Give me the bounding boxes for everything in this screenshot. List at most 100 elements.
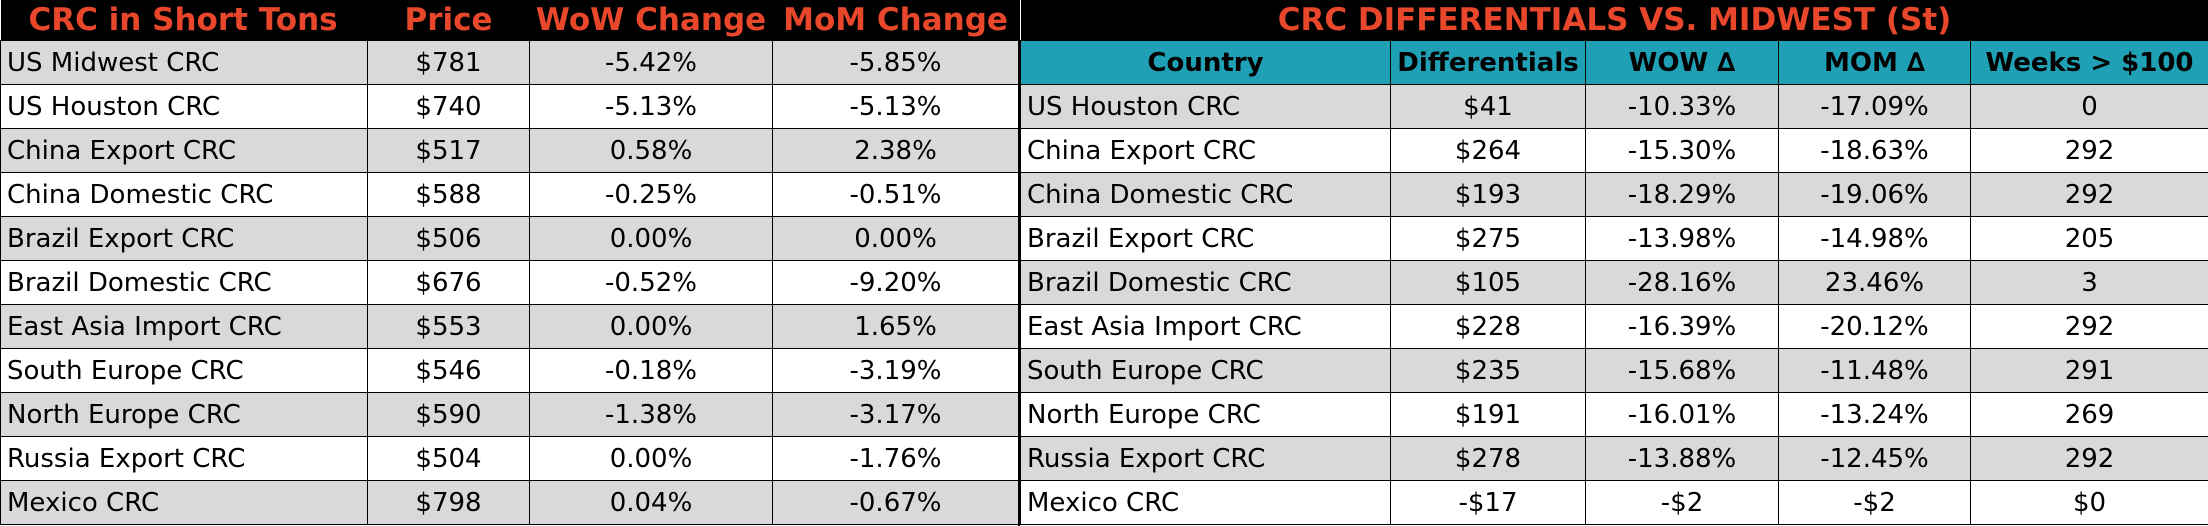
differential-cell: $191 [1390,392,1586,437]
region-name: Mexico CRC [0,480,368,525]
differentials-table-row: US Houston CRC $41 -10.33% -17.09% 0 [1020,84,2208,129]
region-name: US Houston CRC [0,84,368,129]
mom-delta-cell: -12.45% [1778,436,1971,481]
price-cell: $781 [367,40,530,85]
price-table-row: South Europe CRC $546 -0.18% -3.19% [0,348,1019,393]
price-cell: $504 [367,436,530,481]
weeks-over-100-cell: 292 [1969,304,2208,349]
country-name: Mexico CRC [1020,480,1391,525]
weeks-over-100-cell: 292 [1969,436,2208,481]
wow-delta-cell: -16.39% [1585,304,1779,349]
crc-price-table: CRC in Short Tons Price WoW Change MoM C… [0,0,1019,525]
price-column-header: Price [367,0,530,41]
country-name: Brazil Domestic CRC [1020,260,1391,305]
region-name: Russia Export CRC [0,436,368,481]
table-divider [1018,0,1020,526]
wow-change-cell: -0.18% [529,348,773,393]
mom-change-column-header: MoM Change [772,0,1019,41]
wow-delta-cell: -28.16% [1585,260,1779,305]
price-table-row: Russia Export CRC $504 0.00% -1.76% [0,436,1019,481]
mom-change-cell: -1.76% [772,436,1019,481]
wow-delta-cell: -15.68% [1585,348,1779,393]
country-name: Russia Export CRC [1020,436,1391,481]
region-name: South Europe CRC [0,348,368,393]
differentials-title: CRC DIFFERENTIALS VS. MIDWEST (St) [1020,0,2208,41]
mom-delta-cell: -13.24% [1778,392,1971,437]
differentials-table-row: Russia Export CRC $278 -13.88% -12.45% 292 [1020,436,2208,481]
wow-change-cell: -1.38% [529,392,773,437]
country-name: North Europe CRC [1020,392,1391,437]
region-name: China Export CRC [0,128,368,173]
mom-change-cell: -3.19% [772,348,1019,393]
differentials-table-row: East Asia Import CRC $228 -16.39% -20.12% 29… [1020,304,2208,349]
price-cell: $590 [367,392,530,437]
price-table-row: China Domestic CRC $588 -0.25% -0.51% [0,172,1019,217]
country-name: China Domestic CRC [1020,172,1391,217]
price-cell: $553 [367,304,530,349]
crc-differentials-table: CRC DIFFERENTIALS VS. MIDWEST (St) Count… [1020,0,2208,525]
weeks-over-100-cell: 205 [1969,216,2208,261]
price-cell: $740 [367,84,530,129]
price-table-title: CRC in Short Tons [0,0,368,41]
mom-delta-column-header: MOM ∆ [1778,40,1971,85]
price-table-row: North Europe CRC $590 -1.38% -3.17% [0,392,1019,437]
differential-cell: $278 [1390,436,1586,481]
region-name: North Europe CRC [0,392,368,437]
differential-cell: -$17 [1390,480,1586,525]
wow-change-cell: 0.00% [529,436,773,481]
region-name: East Asia Import CRC [0,304,368,349]
wow-change-column-header: WoW Change [529,0,773,41]
mom-delta-cell: -17.09% [1778,84,1971,129]
price-table-row: China Export CRC $517 0.58% 2.38% [0,128,1019,173]
wow-delta-cell: -15.30% [1585,128,1779,173]
weeks-over-100-cell: $0 [1969,480,2208,525]
weeks-over-100-cell: 269 [1969,392,2208,437]
mom-change-cell: 2.38% [772,128,1019,173]
wow-change-cell: 0.00% [529,216,773,261]
price-table-row: East Asia Import CRC $553 0.00% 1.65% [0,304,1019,349]
weeks-over-100-column-header: Weeks > $100 [1969,40,2208,85]
differential-cell: $235 [1390,348,1586,393]
wow-delta-cell: -$2 [1585,480,1779,525]
mom-delta-cell: -11.48% [1778,348,1971,393]
mom-delta-cell: -18.63% [1778,128,1971,173]
differentials-table-row: China Domestic CRC $193 -18.29% -19.06% 292 [1020,172,2208,217]
wow-change-cell: -5.13% [529,84,773,129]
region-name: US Midwest CRC [0,40,368,85]
differential-cell: $193 [1390,172,1586,217]
differentials-title-row: CRC DIFFERENTIALS VS. MIDWEST (St) [1020,0,2208,41]
mom-change-cell: 1.65% [772,304,1019,349]
wow-change-cell: 0.00% [529,304,773,349]
mom-change-cell: -5.13% [772,84,1019,129]
wow-change-cell: -0.25% [529,172,773,217]
wow-delta-cell: -13.88% [1585,436,1779,481]
differentials-table-row: Brazil Export CRC $275 -13.98% -14.98% 205 [1020,216,2208,261]
weeks-over-100-cell: 292 [1969,128,2208,173]
country-column-header: Country [1020,40,1391,85]
wow-delta-cell: -18.29% [1585,172,1779,217]
country-name: Brazil Export CRC [1020,216,1391,261]
differentials-header-row: Country Differentials WOW ∆ MOM ∆ Weeks … [1020,40,2208,85]
differential-cell: $105 [1390,260,1586,305]
region-name: Brazil Domestic CRC [0,260,368,305]
region-name: Brazil Export CRC [0,216,368,261]
country-name: China Export CRC [1020,128,1391,173]
wow-change-cell: -5.42% [529,40,773,85]
price-table-row: Brazil Domestic CRC $676 -0.52% -9.20% [0,260,1019,305]
differential-cell: $41 [1390,84,1586,129]
mom-delta-cell: 23.46% [1778,260,1971,305]
wow-change-cell: -0.52% [529,260,773,305]
wow-change-cell: 0.04% [529,480,773,525]
price-table-row: Mexico CRC $798 0.04% -0.67% [0,480,1019,525]
price-cell: $798 [367,480,530,525]
mom-change-cell: -5.85% [772,40,1019,85]
weeks-over-100-cell: 3 [1969,260,2208,305]
differentials-table-row: Mexico CRC -$17 -$2 -$2 $0 [1020,480,2208,525]
differentials-table-row: Brazil Domestic CRC $105 -28.16% 23.46% 3 [1020,260,2208,305]
price-table-row: Brazil Export CRC $506 0.00% 0.00% [0,216,1019,261]
mom-change-cell: -0.51% [772,172,1019,217]
wow-delta-cell: -10.33% [1585,84,1779,129]
mom-delta-cell: -20.12% [1778,304,1971,349]
differentials-table-row: South Europe CRC $235 -15.68% -11.48% 291 [1020,348,2208,393]
